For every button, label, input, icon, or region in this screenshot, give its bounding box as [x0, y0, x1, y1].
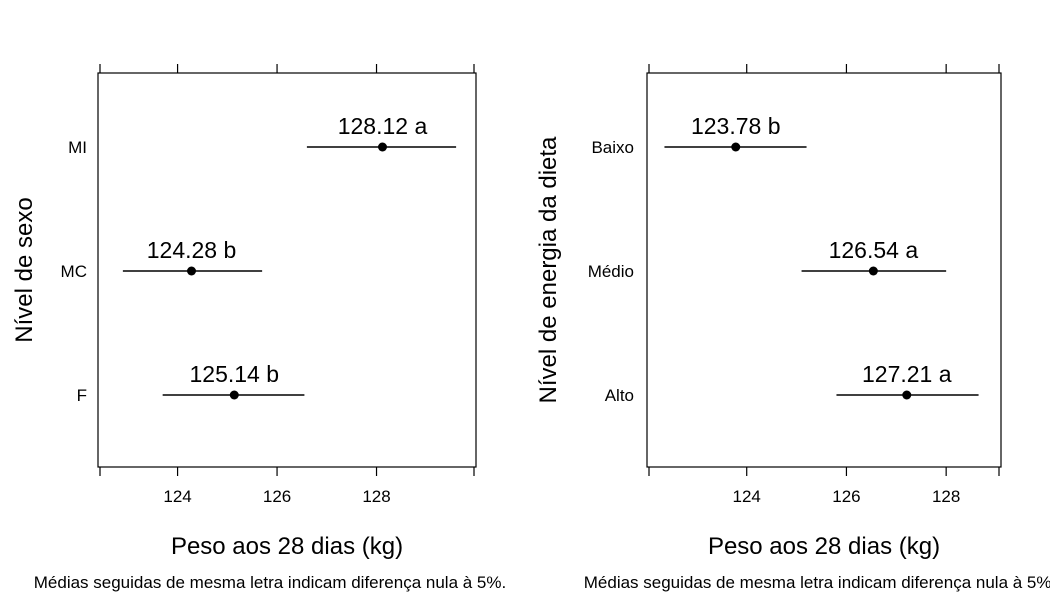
mean-point [868, 266, 878, 276]
mean-point [229, 390, 239, 400]
data-label: 126.54 a [829, 237, 919, 263]
panel-2-frame [646, 72, 1002, 468]
y-axis-title: Nível de energia da dieta [535, 136, 562, 404]
x-tick-label: 124 [163, 487, 191, 506]
mean-point [377, 142, 387, 152]
y-category-label: Baixo [591, 138, 634, 157]
x-tick-label: 128 [362, 487, 390, 506]
y-category-label: F [77, 386, 87, 405]
data-label: 127.21 a [862, 361, 952, 387]
data-label: 123.78 b [691, 113, 781, 139]
y-category-label: MI [68, 138, 87, 157]
x-tick-label: 126 [832, 487, 860, 506]
mean-point [731, 142, 741, 152]
x-tick-label: 126 [263, 487, 291, 506]
data-label: 124.28 b [147, 237, 237, 263]
y-category-label: Médio [588, 262, 634, 281]
y-category-label: Alto [605, 386, 634, 405]
footnote: Médias seguidas de mesma letra indicam d… [34, 573, 506, 592]
data-label: 128.12 a [338, 113, 428, 139]
mean-point [902, 390, 912, 400]
mean-point [187, 266, 197, 276]
x-tick-label: 128 [932, 487, 960, 506]
y-axis-title: Nível de sexo [11, 197, 38, 342]
y-category-label: MC [61, 262, 87, 281]
footnote: Médias seguidas de mesma letra indicam d… [584, 573, 1050, 592]
x-tick-label: 124 [733, 487, 761, 506]
x-axis-title: Peso aos 28 dias (kg) [708, 533, 940, 560]
data-label: 125.14 b [190, 361, 280, 387]
x-axis-title: Peso aos 28 dias (kg) [171, 533, 403, 560]
panel-1-frame [97, 72, 477, 468]
